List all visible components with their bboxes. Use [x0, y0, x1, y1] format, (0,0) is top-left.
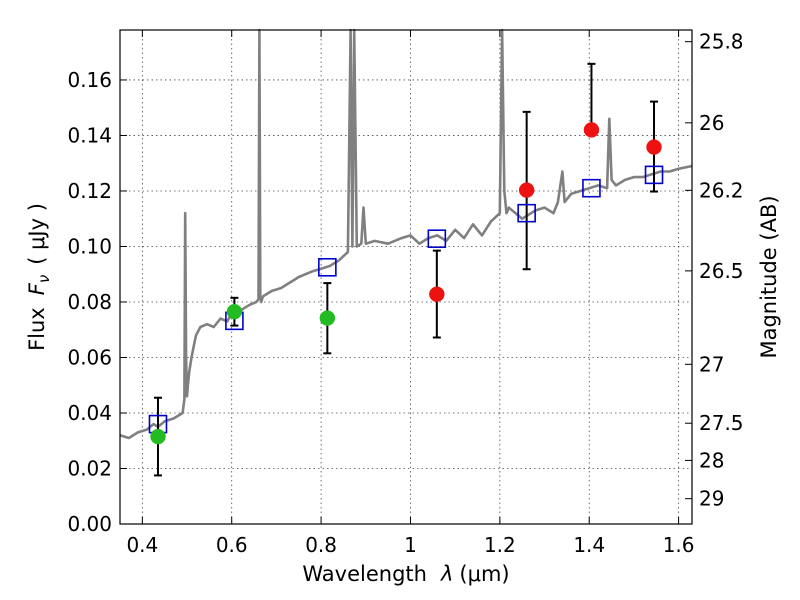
x-tick-label: 1: [404, 533, 417, 557]
observed-flux-point: [150, 428, 166, 445]
model-photometry-square: [582, 178, 601, 198]
y2-tick-label: 25.8: [699, 30, 744, 54]
model-photometry-square: [644, 165, 664, 185]
spectrum-layer: [119, 28, 693, 440]
y-tick-label: 0.12: [67, 179, 112, 203]
x-tick-label: 1.4: [573, 533, 605, 557]
y2-tick-label: 26.5: [699, 259, 744, 283]
model-spectrum-line: [119, 28, 693, 440]
model-photometry-square: [427, 229, 447, 249]
x-tick-label: 0.8: [305, 533, 337, 557]
y-tick-label: 0.02: [67, 456, 112, 480]
y-tick-label: 0.14: [67, 123, 112, 147]
y2-tick-label: 29: [699, 487, 724, 511]
y2-tick-label: 28: [699, 448, 724, 472]
y-tick-label: 0.00: [67, 512, 112, 536]
x-tick-label: 1.2: [484, 533, 516, 557]
y-tick-label: 0.04: [67, 401, 112, 425]
y2-tick-label: 26.2: [699, 178, 744, 202]
x-tick-label: 0.6: [216, 533, 248, 557]
observed-flux-point: [226, 303, 243, 320]
plot-frame: [119, 29, 693, 525]
observed-flux-point: [429, 286, 445, 302]
y2-tick-label: 26: [699, 111, 724, 135]
observed-flux-point: [646, 139, 662, 155]
y2-tick-label: 27: [699, 352, 724, 376]
y-tick-label: 0.10: [67, 234, 112, 258]
observed-flux-point: [583, 122, 600, 138]
y2-axis-label: Magnitude (AB): [757, 195, 781, 358]
points-layer: [148, 62, 664, 477]
x-tick-label: 1.6: [663, 533, 695, 557]
model-photometry-square: [517, 203, 536, 223]
ticks-layer: 0.4 0.6 0.8 1 1.2 1.4 1.6 0.00 0.02 0.04 0.06 0.08 0…: [67, 30, 743, 557]
y-axis-label: FluxFν( μJy ): [25, 203, 53, 351]
y-tick-label: 0.16: [67, 68, 112, 92]
observed-flux-point: [518, 182, 535, 198]
x-tick-label: 0.4: [126, 533, 158, 557]
y-tick-label: 0.06: [67, 345, 112, 369]
y2-tick-label: 27.5: [699, 411, 744, 435]
observed-flux-point: [319, 310, 336, 326]
y-tick-label: 0.08: [67, 290, 112, 314]
x-axis-label: Wavelength λ (μm): [302, 562, 509, 586]
model-photometry-square: [318, 257, 337, 277]
